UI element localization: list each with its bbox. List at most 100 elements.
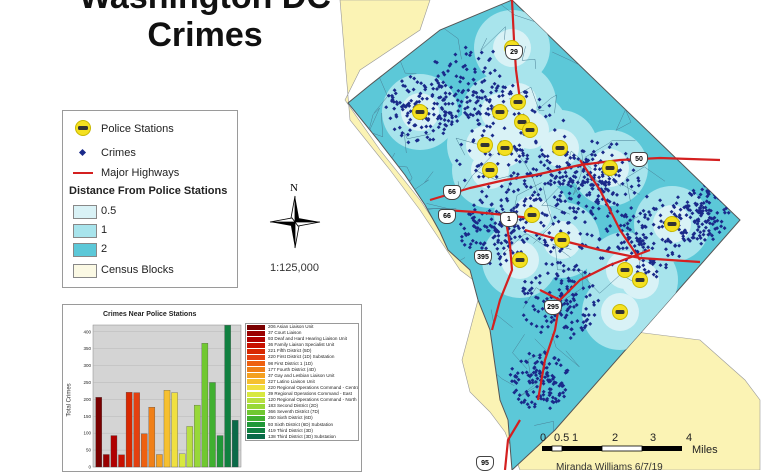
chart-bar [125,392,133,468]
police-station-marker [477,137,493,153]
chart-legend-item: 177 Fourth District (4D) [246,367,358,373]
chart-legend-label: 93 Sixth District (6D) Substation [268,421,334,427]
police-station-marker [510,94,526,110]
distance-zones [382,10,710,350]
chart-legend-item: 39 Regional Operations Command - East [246,391,358,397]
chart-legend-swatch [247,348,265,354]
police-station-marker [602,160,618,176]
chart-legend-item: 227 Latino Liaison Unit [246,379,358,385]
chart-legend-item: 366 Seventh District (7D) [246,409,358,415]
police-stations [412,40,680,320]
police-station-marker [482,162,498,178]
chart-y-tick: 350 [83,346,91,351]
chart-legend-swatch [247,367,265,373]
chart-legend-swatch [247,391,265,397]
chart-legend-item: 221 Fifth District (5D) [246,348,358,354]
police-station-marker [497,140,513,156]
highway-shield-29: 29 [505,45,523,60]
police-station-marker [522,122,538,138]
chart-bar [209,382,216,468]
chart-legend-label: 206 Asian Liaison Unit [268,324,314,329]
legend-distance-heading: Distance From Police Stations [69,185,228,197]
highway-shield-95: 95 [476,456,494,471]
chart-bar [232,420,239,468]
chart-bar [186,426,193,468]
police-station-marker [524,207,540,223]
chart-y-tick: 250 [83,380,91,385]
chart-bar [171,392,178,468]
zone-1-label: 1 [101,224,108,236]
title-line1: Washington DC [40,0,370,16]
scale-bar: 0 0.5 1 2 3 4 Miles [540,430,760,460]
chart-legend-swatch [247,385,265,391]
chart-legend-label: 37 Court Liaison [268,330,302,336]
highway-line-icon [73,172,93,174]
chart-legend-swatch [247,422,265,427]
police-station-marker [512,252,528,268]
chart-title: Crimes Near Police Stations [103,311,197,318]
scale-ratio: 1:125,000 [270,262,319,274]
police-station-marker [632,272,648,288]
chart-legend-label: 177 Fourth District (4D) [268,366,316,372]
chart-legend-swatch [247,397,265,403]
map-title: Washington DC Crimes [40,0,370,54]
scale-label-4: 4 [686,432,693,444]
police-station-marker [617,262,633,278]
north-arrow: N [268,182,324,252]
author-credit: Miranda Williams 6/7/19 [556,462,663,473]
chart-y-tick: 150 [83,414,91,419]
zone-2-label: 2 [101,243,108,255]
scale-bar-graphic [542,445,682,452]
chart-legend-label: 120 Regional Operations Command - North [268,397,357,403]
chart-bar [118,454,125,468]
chart-legend-label: 419 Third District (3D) [268,427,313,433]
chart-bar [110,435,118,468]
chart-legend-item: 93 Deaf and Hard Hearing Liaison Unit [246,336,358,342]
highway-shield-295: 295 [544,300,562,315]
chart-legend-swatch [247,354,265,360]
chart-legend-item: 183 Second District (2D) [246,403,358,409]
chart-legend-item: 250 Sixth District (6D) [246,415,358,421]
title-line2: Crimes [147,16,263,54]
chart-legend-item: 206 Asian Liaison Unit [246,324,358,330]
scale-label-0: 0 [540,432,547,444]
police-station-marker [554,232,570,248]
chart-legend-label: 93 Deaf and Hard Hearing Liaison Unit [268,336,347,342]
chart-legend-swatch [247,428,265,434]
chart-legend-item: 138 Third District (3D) Substation [246,434,358,440]
chart-bar [133,392,140,468]
zone-05-label: 0.5 [101,205,117,217]
scale-label-05: 0.5 [554,432,570,444]
chart-legend-label: 250 Sixth District (6D) [268,415,313,421]
police-station-marker [664,216,680,232]
chart-legend-item: 36 Family Liaison Specialist Unit [246,342,358,348]
chart-bar [156,454,163,468]
north-label: N [290,182,298,194]
scale-label-1: 1 [572,432,579,444]
chart-legend-label: 220 Regional Operations Command - Centra… [268,384,358,390]
chart-bar [201,343,209,468]
chart-bar [148,407,156,468]
map-legend: Police Stations Crimes Major Highways Di… [62,110,238,288]
chart-legend-label: 227 Latino Liaison Unit [268,378,315,384]
chart-legend-label: 39 Regional Operations Command - East [268,391,353,397]
police-station-marker [492,104,508,120]
crime-dot-icon [78,148,87,157]
highway-shield-66b: 66 [438,209,456,224]
highway-shield-50: 50 [630,152,648,167]
chart-legend-item: 220 Regional Operations Command - Centra… [246,385,358,391]
crimes-chart: Crimes Near Police Stations Total Crimes… [62,304,362,472]
chart-bar [103,454,110,468]
chart-y-tick: 100 [83,431,91,436]
chart-bar [194,404,201,468]
scale-label-3: 3 [650,432,657,444]
highway-shield-395: 395 [474,250,492,265]
zone-2-swatch [73,243,97,257]
chart-legend-item: 37 Gay and Lesbian Liaison Unit [246,373,358,379]
chart-legend-swatch [247,373,265,379]
highway-shield-1: 1 [500,212,518,227]
chart-legend-swatch [247,379,265,385]
police-station-icon [75,120,91,136]
chart-y-tick: 0 [88,465,91,470]
